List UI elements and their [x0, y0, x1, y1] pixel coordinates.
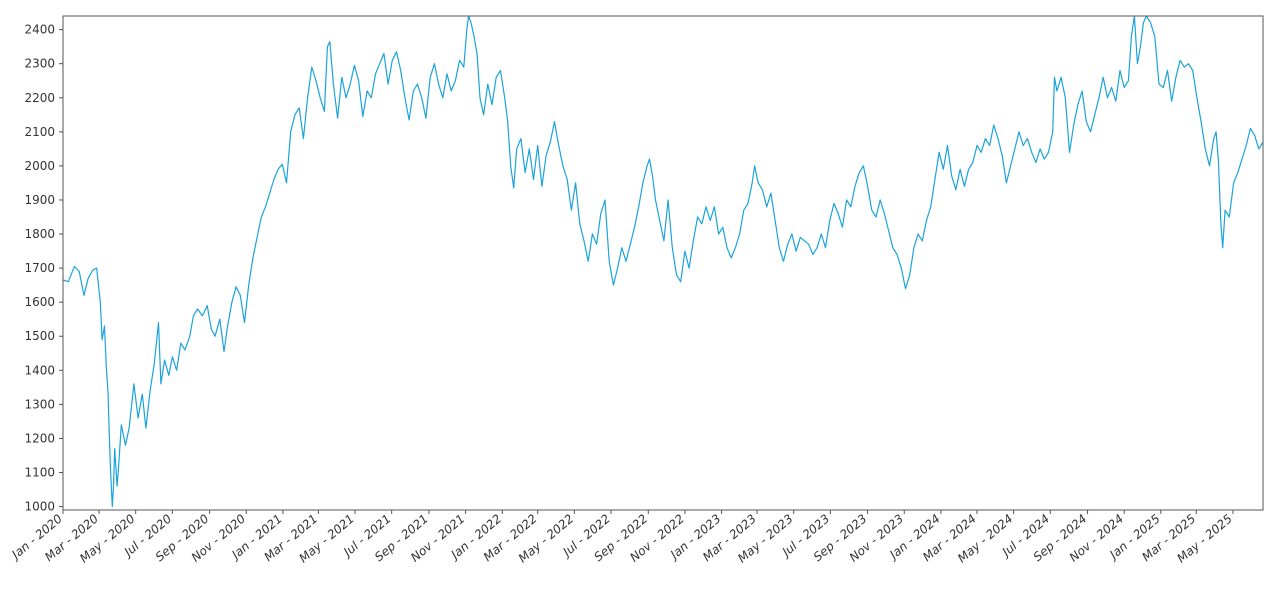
y-tick-label: 2200 [24, 91, 55, 105]
y-tick-label: 1000 [24, 500, 55, 514]
y-tick-label: 1400 [24, 363, 55, 377]
y-tick-label: 1700 [24, 261, 55, 275]
y-tick-label: 1300 [24, 397, 55, 411]
y-tick-label: 2100 [24, 125, 55, 139]
y-tick-label: 2400 [24, 23, 55, 37]
y-tick-label: 1800 [24, 227, 55, 241]
y-tick-label: 2300 [24, 57, 55, 71]
plot-frame [62, 15, 1264, 511]
y-tick-label: 1100 [24, 466, 55, 480]
series-line [62, 15, 1264, 508]
plot-area [62, 15, 1264, 508]
y-tick-label: 2000 [24, 159, 55, 173]
y-tick-label: 1500 [24, 329, 55, 343]
y-tick-label: 1600 [24, 295, 55, 309]
y-tick-label: 1200 [24, 431, 55, 445]
y-axis: 1000 1100 1200 1300 1400 1500 1600 1700 1800 1900… [24, 23, 63, 514]
y-tick-label: 1900 [24, 193, 55, 207]
